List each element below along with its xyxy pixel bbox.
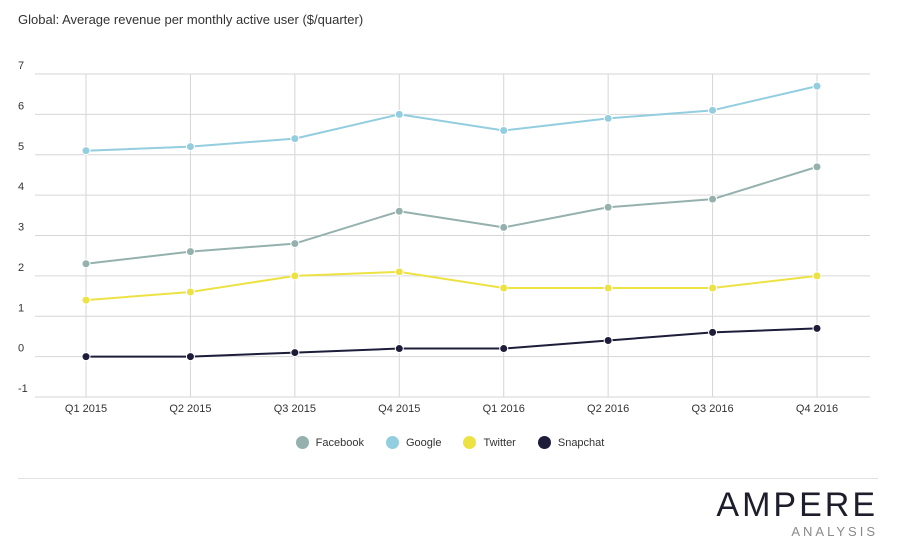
y-tick-label: 6 — [18, 100, 24, 112]
x-tick-label: Q4 2016 — [796, 403, 838, 415]
data-point-snapchat — [603, 335, 613, 345]
data-point-facebook — [812, 162, 822, 172]
data-point-google — [394, 109, 404, 119]
legend-item-twitter[interactable]: Twitter — [463, 436, 516, 449]
x-tick-label: Q3 2016 — [691, 403, 733, 415]
x-tick-label: Q4 2015 — [378, 403, 420, 415]
legend-item-facebook[interactable]: Facebook — [295, 436, 364, 449]
x-tick-label: Q2 2016 — [587, 403, 629, 415]
legend-label-twitter: Twitter — [483, 436, 516, 449]
series-line-snapchat — [86, 327, 818, 358]
data-point-facebook — [708, 194, 718, 204]
data-point-twitter — [603, 283, 613, 293]
data-point-snapchat — [499, 344, 509, 354]
line-chart: -1 0 1 2 3 4 5 6 7 Q1 2015 Q2 2015 Q3 2015 Q4 2015 Q1… — [18, 60, 870, 415]
y-tick-label: 2 — [18, 262, 24, 274]
data-point-facebook — [290, 239, 300, 249]
legend-swatch-twitter — [463, 436, 477, 449]
data-point-google — [81, 146, 91, 156]
data-point-snapchat — [812, 323, 822, 333]
legend-swatch-google — [385, 436, 399, 449]
data-point-snapchat — [708, 327, 718, 337]
data-point-facebook — [81, 259, 91, 269]
legend-label-snapchat: Snapchat — [557, 436, 605, 449]
logo-sub-text: ANALYSIS — [791, 524, 878, 539]
y-tick-label: -1 — [18, 383, 28, 395]
legend-swatch-facebook — [295, 436, 309, 449]
y-tick-label: 1 — [18, 302, 24, 314]
data-point-twitter — [499, 283, 509, 293]
data-point-google — [812, 81, 822, 91]
chart-title: Global: Average revenue per monthly acti… — [18, 12, 364, 27]
x-tick-label: Q1 2016 — [483, 403, 525, 415]
legend-item-snapchat[interactable]: Snapchat — [537, 436, 605, 449]
y-tick-label: 3 — [18, 222, 24, 234]
y-tick-label: 0 — [18, 343, 24, 355]
legend-label-facebook: Facebook — [315, 436, 364, 449]
data-point-twitter — [708, 283, 718, 293]
data-point-twitter — [290, 271, 300, 281]
data-point-google — [603, 113, 613, 123]
data-point-snapchat — [290, 348, 300, 358]
x-tick-label: Q2 2015 — [169, 403, 211, 415]
data-point-twitter — [81, 295, 91, 305]
legend-item-google[interactable]: Google — [385, 436, 442, 449]
series-line-twitter — [85, 270, 818, 302]
data-point-facebook — [603, 202, 613, 212]
y-tick-label: 4 — [18, 181, 24, 193]
ampere-analysis-logo: AMPERE ANALYSIS — [716, 488, 878, 539]
data-point-snapchat — [394, 344, 404, 354]
x-tick-label: Q3 2015 — [274, 403, 316, 415]
data-point-facebook — [394, 206, 404, 216]
series-line-google — [85, 85, 818, 152]
legend-swatch-snapchat — [537, 436, 551, 449]
data-point-snapchat — [185, 352, 195, 362]
series-line-facebook — [85, 165, 818, 265]
x-tick-label: Q1 2015 — [65, 403, 107, 415]
data-point-google — [499, 126, 509, 136]
footer-divider — [18, 478, 878, 479]
y-tick-label: 5 — [18, 141, 24, 153]
data-point-snapchat — [81, 352, 91, 362]
data-point-google — [290, 134, 300, 144]
y-tick-label: 7 — [18, 60, 24, 72]
data-point-facebook — [499, 222, 509, 232]
data-point-twitter — [394, 267, 404, 277]
data-point-facebook — [185, 247, 195, 257]
data-point-google — [185, 142, 195, 152]
data-point-twitter — [812, 271, 822, 281]
data-point-google — [708, 105, 718, 115]
legend-label-google: Google — [405, 436, 442, 449]
data-point-twitter — [185, 287, 195, 297]
logo-main-text: AMPERE — [716, 486, 878, 524]
chart-legend: Facebook Google Twitter Snapchat — [0, 436, 900, 449]
